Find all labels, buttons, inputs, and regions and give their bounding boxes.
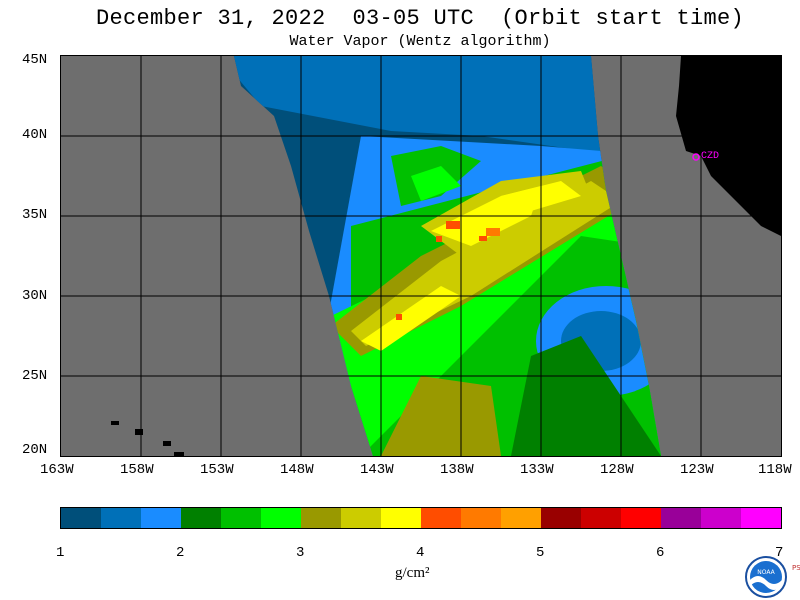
lat-label: 25N — [22, 368, 48, 384]
station-marker — [692, 153, 700, 161]
colorbar-swatch — [661, 508, 701, 528]
station-label: CZD — [701, 151, 719, 162]
colorbar-tick: 2 — [176, 545, 185, 561]
logo-text: NOAA — [757, 569, 775, 576]
lon-label: 138W — [440, 462, 474, 478]
water-vapor-map: CZD — [60, 55, 782, 457]
colorbar-swatch — [261, 508, 301, 528]
colorbar-tick: 6 — [656, 545, 665, 561]
colorbar-swatch — [701, 508, 741, 528]
lon-label: 163W — [40, 462, 74, 478]
lon-label: 153W — [200, 462, 234, 478]
colorbar-swatch — [141, 508, 181, 528]
hawaii-island — [174, 452, 184, 456]
noaa-logo-icon: NOAA — [745, 556, 787, 598]
map-canvas: CZD — [61, 56, 781, 456]
colorbar-swatch — [381, 508, 421, 528]
colorbar-swatch — [501, 508, 541, 528]
colorbar-tick: 3 — [296, 545, 305, 561]
colorbar — [60, 507, 782, 529]
lat-label: 40N — [22, 127, 48, 143]
colorbar-tick: 7 — [775, 545, 784, 561]
colorbar-swatch — [301, 508, 341, 528]
colorbar-swatch — [621, 508, 661, 528]
map-subtitle: Water Vapor (Wentz algorithm) — [289, 33, 551, 50]
hawaii-island — [111, 421, 119, 425]
colorbar-swatch — [541, 508, 581, 528]
grid — [61, 56, 781, 456]
lat-label: 30N — [22, 288, 48, 304]
colorbar-swatch — [221, 508, 261, 528]
colorbar-swatch — [741, 508, 781, 528]
colorbar-units: g/cm² — [395, 565, 430, 581]
colorbar-swatch — [421, 508, 461, 528]
psl-mark: PSL — [792, 564, 800, 572]
lon-label: 128W — [600, 462, 634, 478]
coastline — [676, 56, 781, 236]
hawaii-island — [135, 429, 143, 435]
hawaii-island — [163, 441, 171, 446]
lon-label: 118W — [758, 462, 792, 478]
colorbar-tick: 1 — [56, 545, 65, 561]
lat-label: 35N — [22, 207, 48, 223]
lat-label: 45N — [22, 52, 48, 68]
lon-label: 148W — [280, 462, 314, 478]
map-title: December 31, 2022 03-05 UTC (Orbit start… — [95, 6, 745, 31]
colorbar-swatch — [341, 508, 381, 528]
colorbar-swatch — [461, 508, 501, 528]
colorbar-swatch — [61, 508, 101, 528]
lon-label: 158W — [120, 462, 154, 478]
colorbar-swatch — [581, 508, 621, 528]
lat-label: 20N — [22, 442, 48, 458]
colorbar-tick: 4 — [416, 545, 425, 561]
colorbar-tick: 5 — [536, 545, 545, 561]
lon-label: 123W — [680, 462, 714, 478]
colorbar-swatch — [101, 508, 141, 528]
colorbar-swatch — [181, 508, 221, 528]
lon-label: 133W — [520, 462, 554, 478]
lon-label: 143W — [360, 462, 394, 478]
